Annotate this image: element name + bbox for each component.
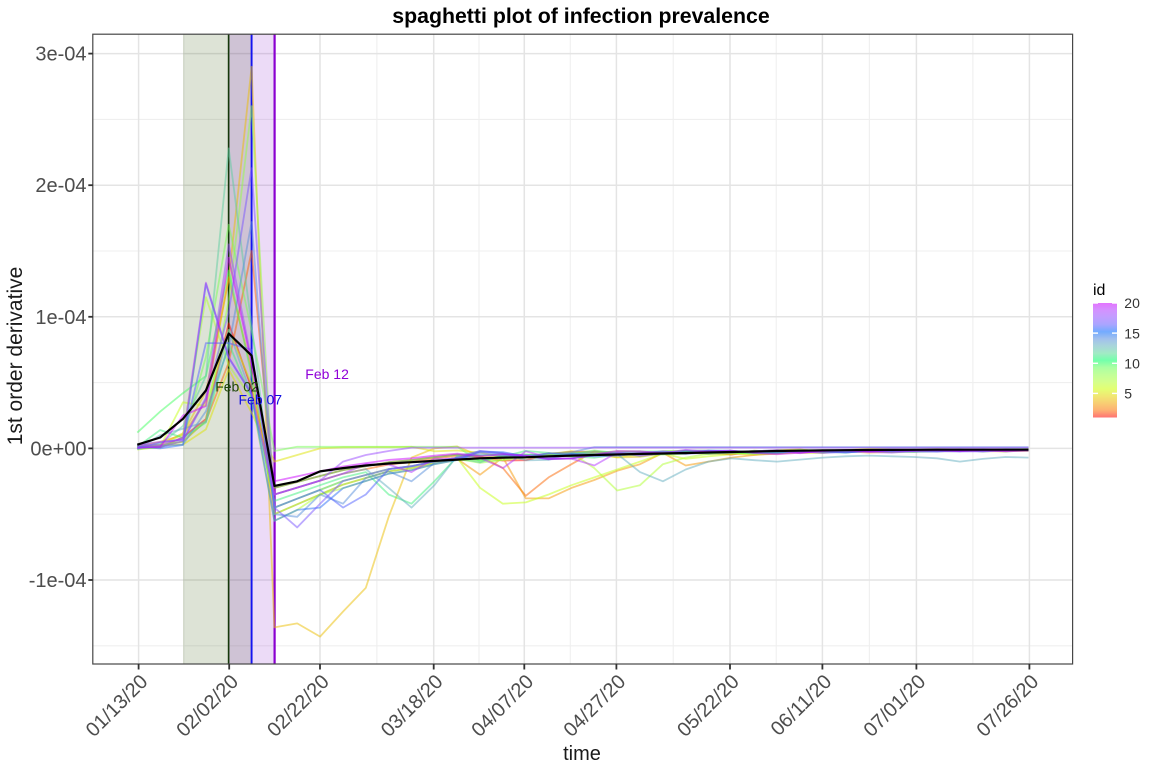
svg-text:id: id	[1093, 282, 1105, 299]
svg-text:0e+00: 0e+00	[30, 438, 86, 460]
svg-text:Feb 12: Feb 12	[305, 366, 349, 382]
svg-text:-1e-04: -1e-04	[29, 570, 87, 592]
svg-text:5: 5	[1124, 386, 1132, 402]
svg-text:10: 10	[1124, 356, 1140, 372]
svg-text:Feb 07: Feb 07	[239, 392, 283, 408]
svg-text:Feb 02: Feb 02	[215, 379, 259, 395]
svg-text:time: time	[563, 743, 601, 765]
svg-text:3e-04: 3e-04	[35, 44, 86, 66]
svg-text:1st order derivative: 1st order derivative	[4, 267, 27, 446]
svg-text:1e-04: 1e-04	[35, 307, 86, 329]
svg-text:spaghetti plot of infection pr: spaghetti plot of infection prevalence	[392, 4, 770, 28]
svg-text:20: 20	[1124, 295, 1140, 311]
svg-text:2e-04: 2e-04	[35, 175, 86, 197]
svg-text:15: 15	[1124, 325, 1140, 341]
